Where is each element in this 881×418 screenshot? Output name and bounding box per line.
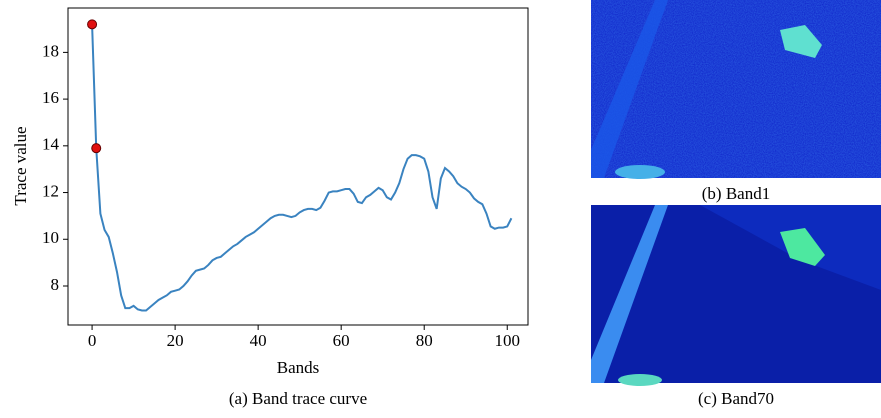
caption: (c) Band70 <box>698 389 774 408</box>
y-tick-label: 12 <box>42 181 59 200</box>
plot-frame <box>67 7 529 326</box>
caption: (a) Band trace curve <box>229 389 367 408</box>
y-tick-label: 8 <box>51 275 60 294</box>
x-tick-label: 80 <box>416 331 433 350</box>
y-axis-label: Trace value <box>11 126 30 205</box>
trace-line <box>91 24 513 312</box>
x-tick-label: 100 <box>494 331 520 350</box>
x-axis-label: Bands <box>277 358 320 377</box>
band1-image <box>591 0 881 179</box>
x-tick-label: 0 <box>88 331 97 350</box>
y-tick-label: 10 <box>42 228 59 247</box>
highlight-point <box>91 143 102 154</box>
y-tick-label: 16 <box>42 88 59 107</box>
band70-image <box>591 205 881 386</box>
x-tick-label: 40 <box>250 331 267 350</box>
x-tick-label: 20 <box>167 331 184 350</box>
x-tick-label: 60 <box>333 331 350 350</box>
highlight-point <box>87 19 98 30</box>
y-tick-label: 18 <box>42 41 59 60</box>
y-tick-label: 14 <box>42 135 60 154</box>
caption: (b) Band1 <box>702 184 770 203</box>
